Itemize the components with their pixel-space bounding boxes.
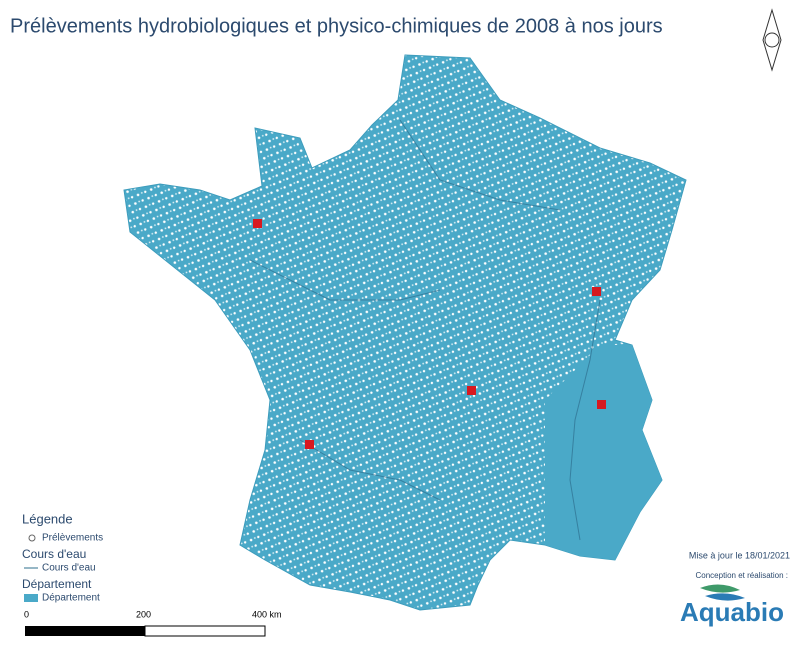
scale-label: 400 km xyxy=(252,609,282,619)
legend: Légende Prélèvements Cours d'eau Cours d… xyxy=(22,511,103,603)
legend-title: Légende xyxy=(22,511,73,526)
legend-item: Département xyxy=(42,593,100,604)
logo-text: Aquabio xyxy=(680,597,784,627)
credit: Conception et réalisation : xyxy=(696,571,789,580)
update-note: Mise à jour le 18/01/2021 xyxy=(689,550,790,560)
legend-group: Cours d'eau xyxy=(22,547,86,561)
legend-item: Cours d'eau xyxy=(42,563,96,574)
scale-label: 200 xyxy=(136,609,151,619)
scale-bar: 0 200 400 km xyxy=(24,609,282,637)
markers xyxy=(253,219,606,449)
legend-group: Département xyxy=(22,577,92,591)
rivers xyxy=(249,119,601,541)
legend-item: Prélèvements xyxy=(42,533,103,544)
logo: Aquabio xyxy=(680,584,784,627)
scale-label: 0 xyxy=(24,609,29,619)
map-title: Prélèvements hydrobiologiques et physico… xyxy=(10,15,663,37)
compass xyxy=(762,8,782,72)
